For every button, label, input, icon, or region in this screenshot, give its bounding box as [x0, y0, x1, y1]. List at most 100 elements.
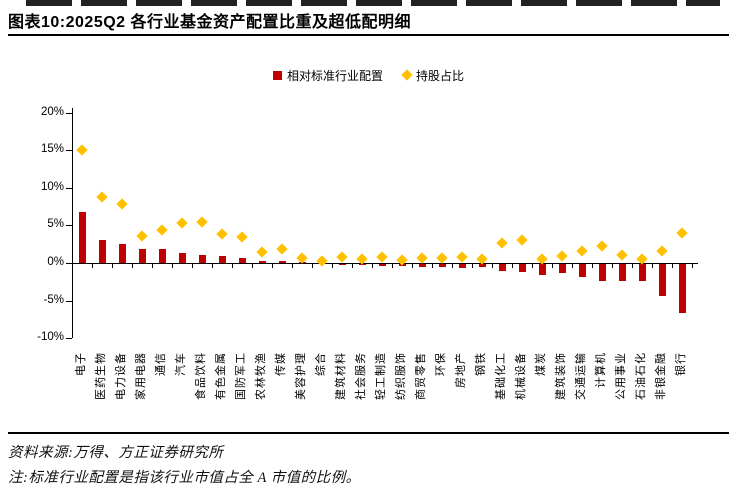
x-category-label-text: 轻工制造 [375, 352, 387, 400]
y-tick-label: 10% [40, 180, 64, 193]
bar-机械设备 [518, 264, 526, 272]
bar-传媒 [278, 261, 286, 263]
x-category-label-text: 国防军工 [235, 352, 247, 400]
scatter-point-建筑材料 [336, 251, 348, 263]
x-axis-tick [112, 264, 113, 268]
footer-divider [8, 432, 729, 434]
x-category-label-text: 机械设备 [515, 352, 527, 400]
bar-农林牧渔 [258, 261, 266, 263]
x-axis-tick [392, 264, 393, 268]
scatter-point-非银金融 [656, 245, 668, 257]
x-axis-tick [372, 264, 373, 268]
bar-国防军工 [238, 257, 246, 263]
y-tick-label: 15% [40, 143, 64, 156]
bar-公用事业 [618, 264, 626, 282]
x-category-label-text: 交通运输 [575, 352, 587, 400]
y-axis-tick [66, 112, 72, 114]
bar-商贸零售 [418, 264, 426, 267]
x-category-label-text: 煤炭 [535, 352, 547, 376]
x-axis-tick [412, 264, 413, 268]
legend-item-bar: 相对标准行业配置 [272, 67, 383, 84]
x-axis-tick [492, 264, 493, 268]
bar-医药生物 [98, 240, 106, 263]
x-category-label-text: 电子 [75, 352, 87, 376]
x-category-label-text: 银行 [675, 352, 687, 376]
x-axis-tick [252, 264, 253, 268]
y-axis-tick [66, 150, 72, 152]
x-axis-tick [692, 264, 693, 268]
page-title: 图表10:2025Q2 各行业基金资产配置比重及超低配明细 [8, 14, 412, 31]
y-tick-label: 0% [47, 256, 64, 268]
x-category-label-text: 食品饮料 [195, 352, 207, 400]
x-axis-tick [332, 264, 333, 268]
x-axis-tick [192, 264, 193, 268]
x-category-label-text: 有色金属 [215, 352, 227, 400]
bar-通信 [158, 249, 166, 263]
source-note: 资料来源:万得、方正证券研究所 [8, 445, 224, 461]
scatter-point-有色金属 [216, 228, 228, 240]
x-axis-tick [572, 264, 573, 268]
x-category-label-text: 基础化工 [495, 352, 507, 400]
x-category-label-text: 美容护理 [295, 352, 307, 400]
bar-计算机 [598, 264, 606, 281]
y-axis-tick [66, 338, 72, 340]
x-category-label-text: 环保 [435, 352, 447, 376]
bar-建筑材料 [338, 264, 346, 265]
scatter-point-银行 [676, 227, 688, 239]
x-category-label-text: 纺织服饰 [395, 352, 407, 400]
x-category-label-text: 建筑材料 [335, 352, 347, 400]
definition-note: 注:标准行业配置是指该行业市值占全 A 市值的比例。 [8, 470, 361, 486]
scatter-point-机械设备 [516, 234, 528, 247]
legend-label: 持股占比 [416, 68, 465, 83]
title-divider [8, 34, 729, 36]
x-axis-tick [352, 264, 353, 268]
x-axis-tick [212, 264, 213, 268]
scatter-point-汽车 [176, 217, 188, 229]
scatter-point-电力设备 [116, 197, 128, 210]
x-category-label-text: 传媒 [275, 352, 287, 376]
scatter-point-商贸零售 [416, 252, 428, 264]
x-category-label-text: 计算机 [595, 352, 607, 388]
x-axis-tick [672, 264, 673, 268]
x-axis-tick [132, 264, 133, 268]
scatter-point-食品饮料 [196, 215, 208, 228]
bar-家用电器 [138, 248, 146, 263]
x-category-label-text: 非银金融 [655, 352, 667, 400]
x-category-label-text: 钢铁 [475, 352, 487, 376]
x-category-label-text: 公用事业 [615, 352, 627, 400]
y-tick-label: 5% [47, 218, 64, 231]
chart-legend: 相对标准行业配置 持股占比 [0, 66, 737, 84]
y-axis-tick [66, 187, 72, 189]
x-category-label-text: 房地产 [455, 352, 467, 388]
bar-煤炭 [538, 264, 546, 275]
x-axis-tick [512, 264, 513, 268]
bar-交通运输 [578, 264, 586, 277]
scatter-point-农林牧渔 [256, 246, 268, 259]
x-category-label-text: 商贸零售 [415, 352, 427, 400]
scatter-point-综合 [316, 255, 328, 267]
scatter-point-通信 [156, 224, 168, 236]
x-axis-tick [312, 264, 313, 268]
legend-item-diamond: 持股占比 [401, 67, 465, 84]
y-axis-tick [66, 300, 72, 302]
scatter-point-计算机 [596, 240, 608, 252]
bar-swatch-icon [272, 70, 282, 80]
x-axis-tick [72, 264, 73, 268]
y-axis-line [72, 108, 73, 338]
x-axis-tick [232, 264, 233, 268]
x-axis-tick [272, 264, 273, 268]
bar-电子 [78, 211, 86, 263]
x-category-label-text: 农林牧渔 [255, 352, 267, 400]
scatter-point-电子 [76, 144, 88, 156]
x-axis-tick [632, 264, 633, 268]
x-category-label-text: 建筑装饰 [555, 352, 567, 400]
x-axis-tick [172, 264, 173, 268]
x-axis-tick [292, 264, 293, 268]
y-tick-label: -5% [43, 293, 64, 306]
x-category-label-text: 石油石化 [635, 352, 647, 400]
x-axis-tick [152, 264, 153, 268]
x-axis-tick [592, 264, 593, 268]
cropped-text-fragment [26, 0, 720, 6]
bar-石油石化 [638, 264, 646, 282]
bar-汽车 [178, 253, 186, 263]
